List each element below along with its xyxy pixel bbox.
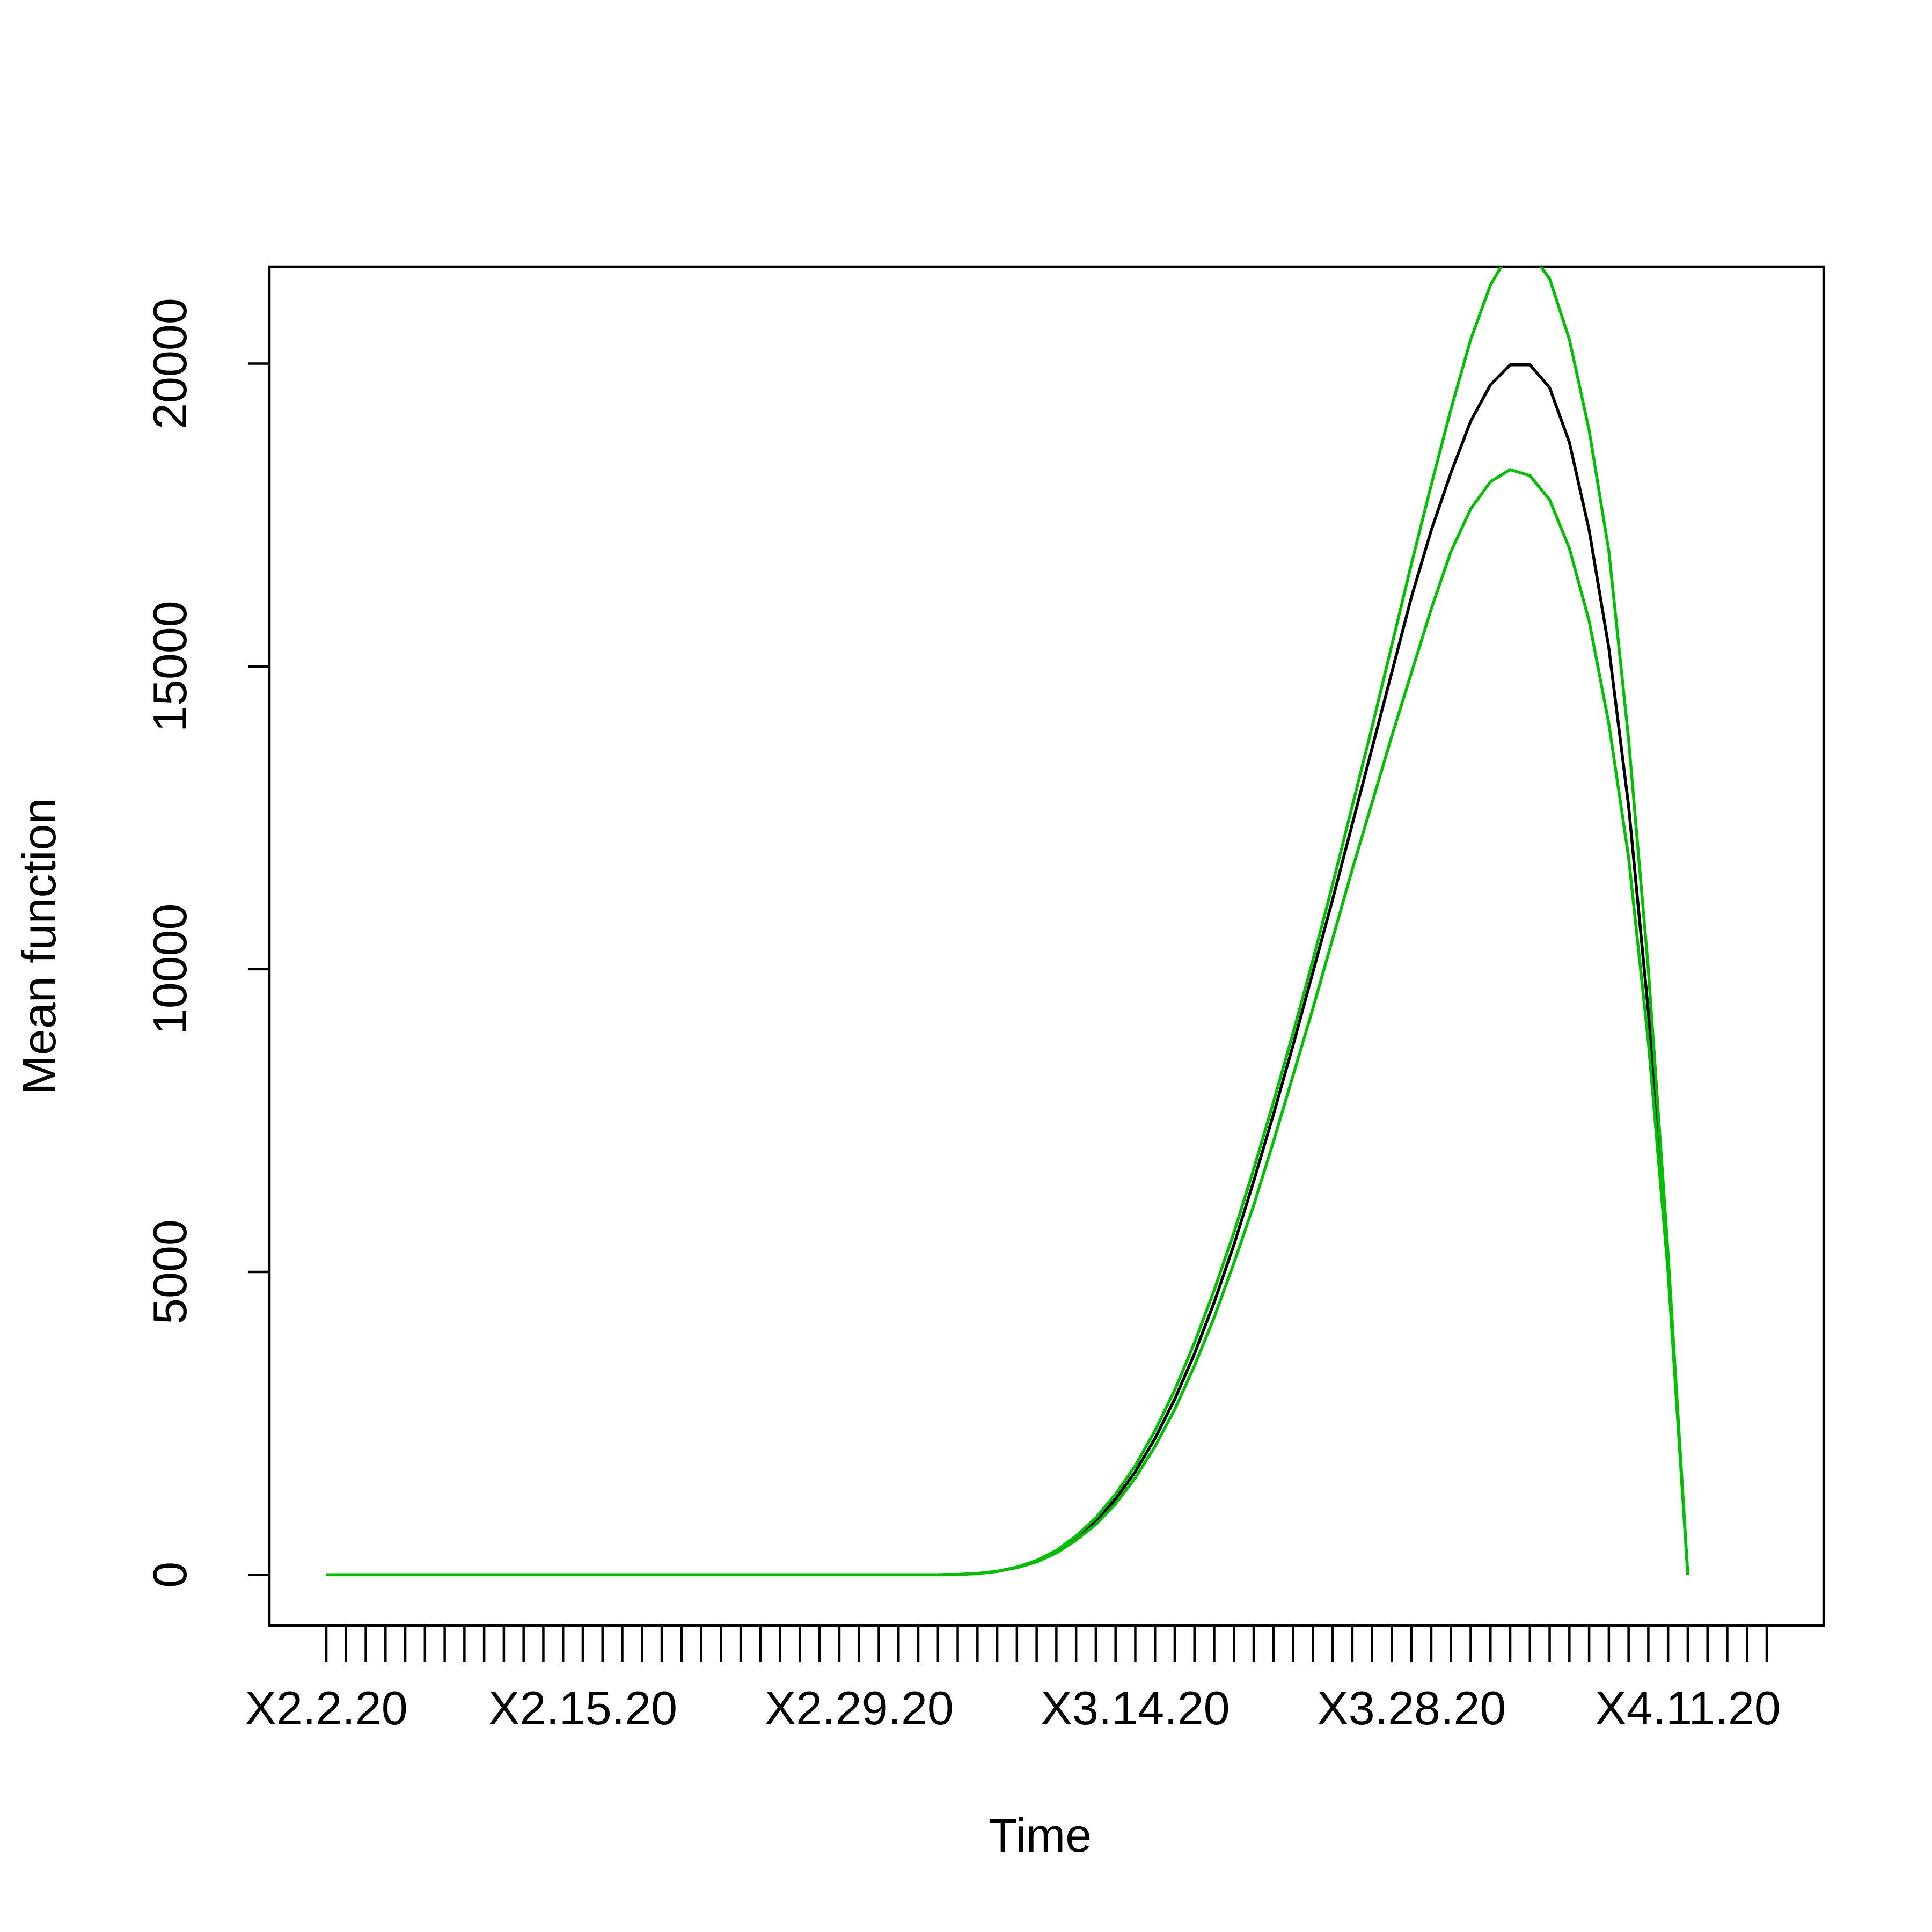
y-tick-label: 0 bbox=[143, 1562, 196, 1588]
x-tick-label: X2.29.20 bbox=[765, 1681, 954, 1735]
x-tick-label: X3.28.20 bbox=[1317, 1681, 1506, 1735]
y-tick-label: 5000 bbox=[143, 1219, 196, 1324]
x-tick-label: X4.11.20 bbox=[1595, 1681, 1781, 1735]
x-tick-label: X2.2.20 bbox=[245, 1681, 407, 1735]
x-axis-title: Time bbox=[989, 1809, 1092, 1862]
y-axis-title: Mean function bbox=[12, 798, 65, 1095]
x-tick-label: X3.14.20 bbox=[1041, 1681, 1230, 1735]
y-axis: 0 5000 10000 15000 20000 bbox=[143, 298, 269, 1588]
x-axis: X2.2.20 X2.15.20 X2.29.20 X3.14.20 X3.28.20 X… bbox=[245, 1626, 1781, 1735]
series-line-mean bbox=[326, 363, 1689, 1576]
series-line-upper bbox=[326, 267, 1689, 1576]
series-layer bbox=[326, 267, 1689, 1576]
y-tick-label: 10000 bbox=[143, 904, 196, 1035]
x-tick-label: X2.15.20 bbox=[488, 1681, 677, 1735]
y-tick-label: 20000 bbox=[143, 298, 196, 429]
y-tick-label: 15000 bbox=[143, 601, 196, 732]
series-line-lower bbox=[326, 468, 1689, 1576]
plot-area-frame bbox=[268, 265, 1825, 1627]
